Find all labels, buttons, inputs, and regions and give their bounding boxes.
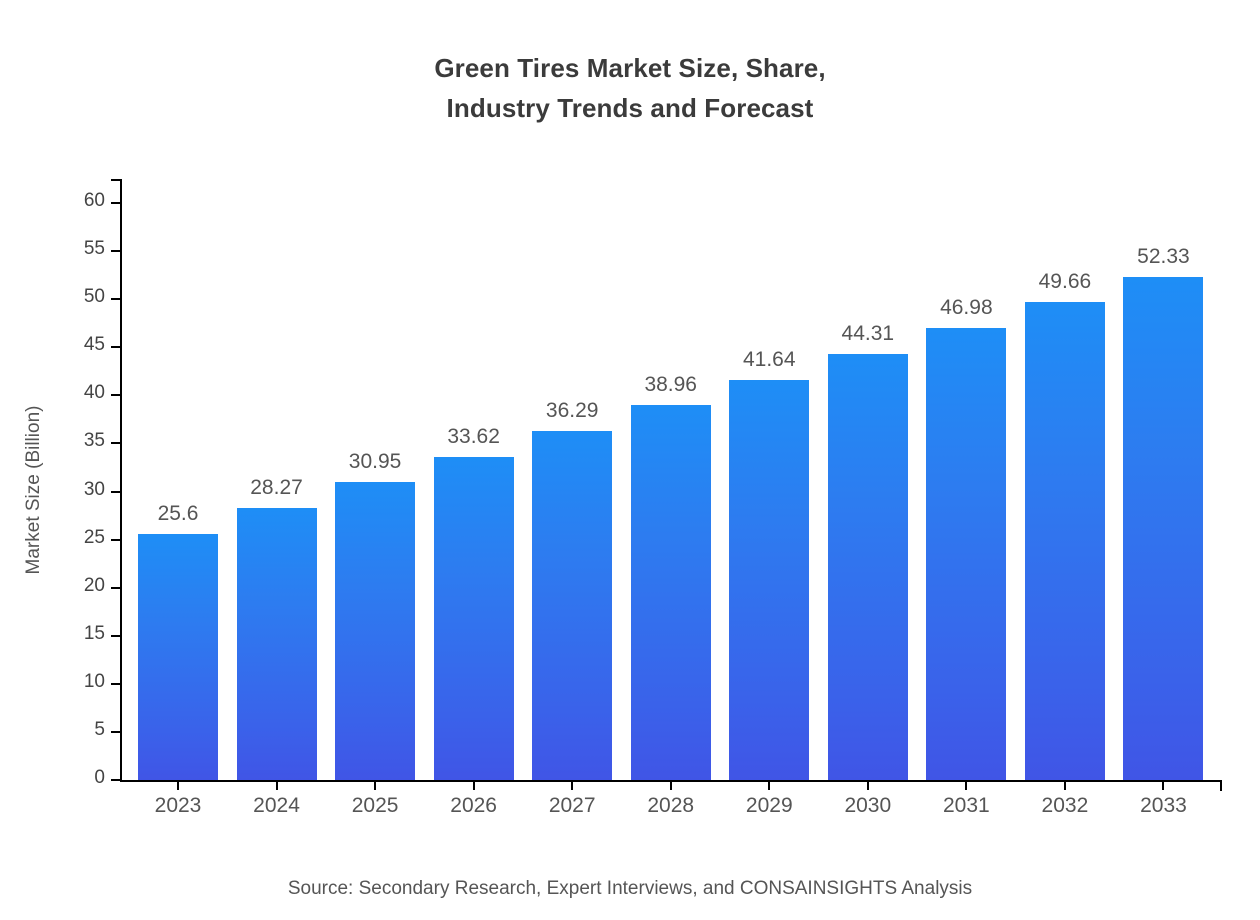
x-axis-tick-label: 2030 xyxy=(844,794,892,817)
y-axis-tick: 35 xyxy=(84,430,120,451)
y-axis-tick: 60 xyxy=(84,190,120,211)
bar[interactable]: 46.98 xyxy=(926,296,1007,780)
x-axis-tick-label: 2029 xyxy=(745,794,793,817)
y-axis-tick: 50 xyxy=(84,286,120,307)
x-axis-tick-label: 2032 xyxy=(1041,794,1089,817)
x-axis-tick: 2028 xyxy=(647,780,694,817)
y-axis-tick-label: 50 xyxy=(83,286,105,308)
bar-value-label: 52.33 xyxy=(1137,244,1190,268)
chart-title-line-2: Industry Trends and Forecast xyxy=(446,93,814,123)
x-axis-tick: 2029 xyxy=(746,780,793,817)
bar[interactable]: 52.33 xyxy=(1123,245,1204,780)
y-axis-title: Market Size (Billion) xyxy=(23,405,44,575)
bar[interactable]: 38.96 xyxy=(630,373,711,780)
x-axis-tick-label: 2025 xyxy=(351,794,399,817)
bar-value-label: 41.64 xyxy=(742,347,796,371)
y-axis-tick: 20 xyxy=(84,575,120,596)
x-axis-tick: 2025 xyxy=(352,780,398,817)
bar[interactable]: 44.31 xyxy=(827,322,908,780)
y-axis-tick-label: 25 xyxy=(83,526,105,548)
bar-value-label: 44.31 xyxy=(841,321,895,345)
y-axis-tick-label: 60 xyxy=(83,190,105,212)
y-axis-tick: 5 xyxy=(94,719,120,740)
y-axis-tick: 25 xyxy=(84,527,120,548)
y-axis-tick-label: 55 xyxy=(83,238,105,260)
x-axis-tick: 2031 xyxy=(943,780,990,817)
x-axis-right-cap xyxy=(1220,780,1222,791)
bar[interactable]: 49.66 xyxy=(1024,270,1105,780)
bar-value-label: 38.96 xyxy=(644,373,697,397)
bar[interactable]: 28.27 xyxy=(236,476,317,780)
bar[interactable]: 25.6 xyxy=(138,502,218,780)
y-axis-tick: 30 xyxy=(84,479,120,500)
y-axis-tick-label: 0 xyxy=(94,767,105,788)
x-axis-tick-label: 2033 xyxy=(1140,794,1187,817)
x-axis-tick: 2033 xyxy=(1140,780,1187,817)
y-axis-tick: 40 xyxy=(84,382,120,403)
y-axis-spine xyxy=(120,179,122,782)
source-note: Source: Secondary Research, Expert Inter… xyxy=(287,878,973,899)
y-axis-tick: 10 xyxy=(84,671,120,692)
bar-value-label: 25.6 xyxy=(157,501,199,525)
x-axis-tick: 2023 xyxy=(155,780,201,817)
x-axis-tick: 2026 xyxy=(450,780,497,817)
y-axis-tick: 45 xyxy=(84,334,120,355)
bar[interactable]: 41.64 xyxy=(729,348,810,780)
bar[interactable]: 33.62 xyxy=(433,425,514,780)
chart-title-line-1: Green Tires Market Size, Share, xyxy=(434,53,826,83)
bar[interactable]: 30.95 xyxy=(335,450,416,780)
bar-value-label: 46.98 xyxy=(940,296,993,320)
y-axis-tick: 15 xyxy=(84,623,120,644)
bar-value-label: 49.66 xyxy=(1038,270,1092,294)
bar[interactable]: 36.29 xyxy=(532,399,613,780)
bar-value-label: 28.27 xyxy=(250,476,303,500)
y-axis-tick-label: 20 xyxy=(83,574,105,596)
x-axis-tick: 2027 xyxy=(549,780,596,817)
bar-value-label: 36.29 xyxy=(545,399,599,423)
y-axis-tick-label: 40 xyxy=(83,382,105,404)
x-axis-tick-label: 2031 xyxy=(943,794,990,817)
y-axis-tick-label: 35 xyxy=(83,430,105,452)
x-axis-tick-label: 2024 xyxy=(253,794,300,817)
x-axis-tick: 2024 xyxy=(253,780,300,817)
y-axis-tick: 55 xyxy=(84,238,120,259)
y-axis-tick-label: 15 xyxy=(83,622,105,644)
chart-title: Green Tires Market Size, Share, Industry… xyxy=(0,48,1260,128)
x-axis-tick-label: 2028 xyxy=(647,794,695,817)
bar-value-label: 30.95 xyxy=(348,450,402,474)
y-axis-tick-label: 10 xyxy=(83,670,105,692)
x-axis-tick-label: 2027 xyxy=(548,794,596,817)
y-axis-tick-label: 30 xyxy=(83,478,105,500)
bar-value-label: 33.62 xyxy=(447,424,500,448)
plot-area: 0 5 10 15 20 25 30 35 40 45 50 55 60 25.6 28.27 30.95 3… xyxy=(84,179,1222,817)
x-axis-tick-label: 2026 xyxy=(450,794,497,817)
y-axis-tick-label: 5 xyxy=(94,718,105,740)
y-axis-tick-label: 45 xyxy=(83,334,105,356)
x-axis-tick-label: 2023 xyxy=(154,794,202,817)
y-axis-tick: 0 xyxy=(94,767,120,788)
x-axis-tick: 2030 xyxy=(844,780,891,817)
y-axis-top-cap xyxy=(111,179,122,181)
x-axis-tick: 2032 xyxy=(1042,780,1088,817)
